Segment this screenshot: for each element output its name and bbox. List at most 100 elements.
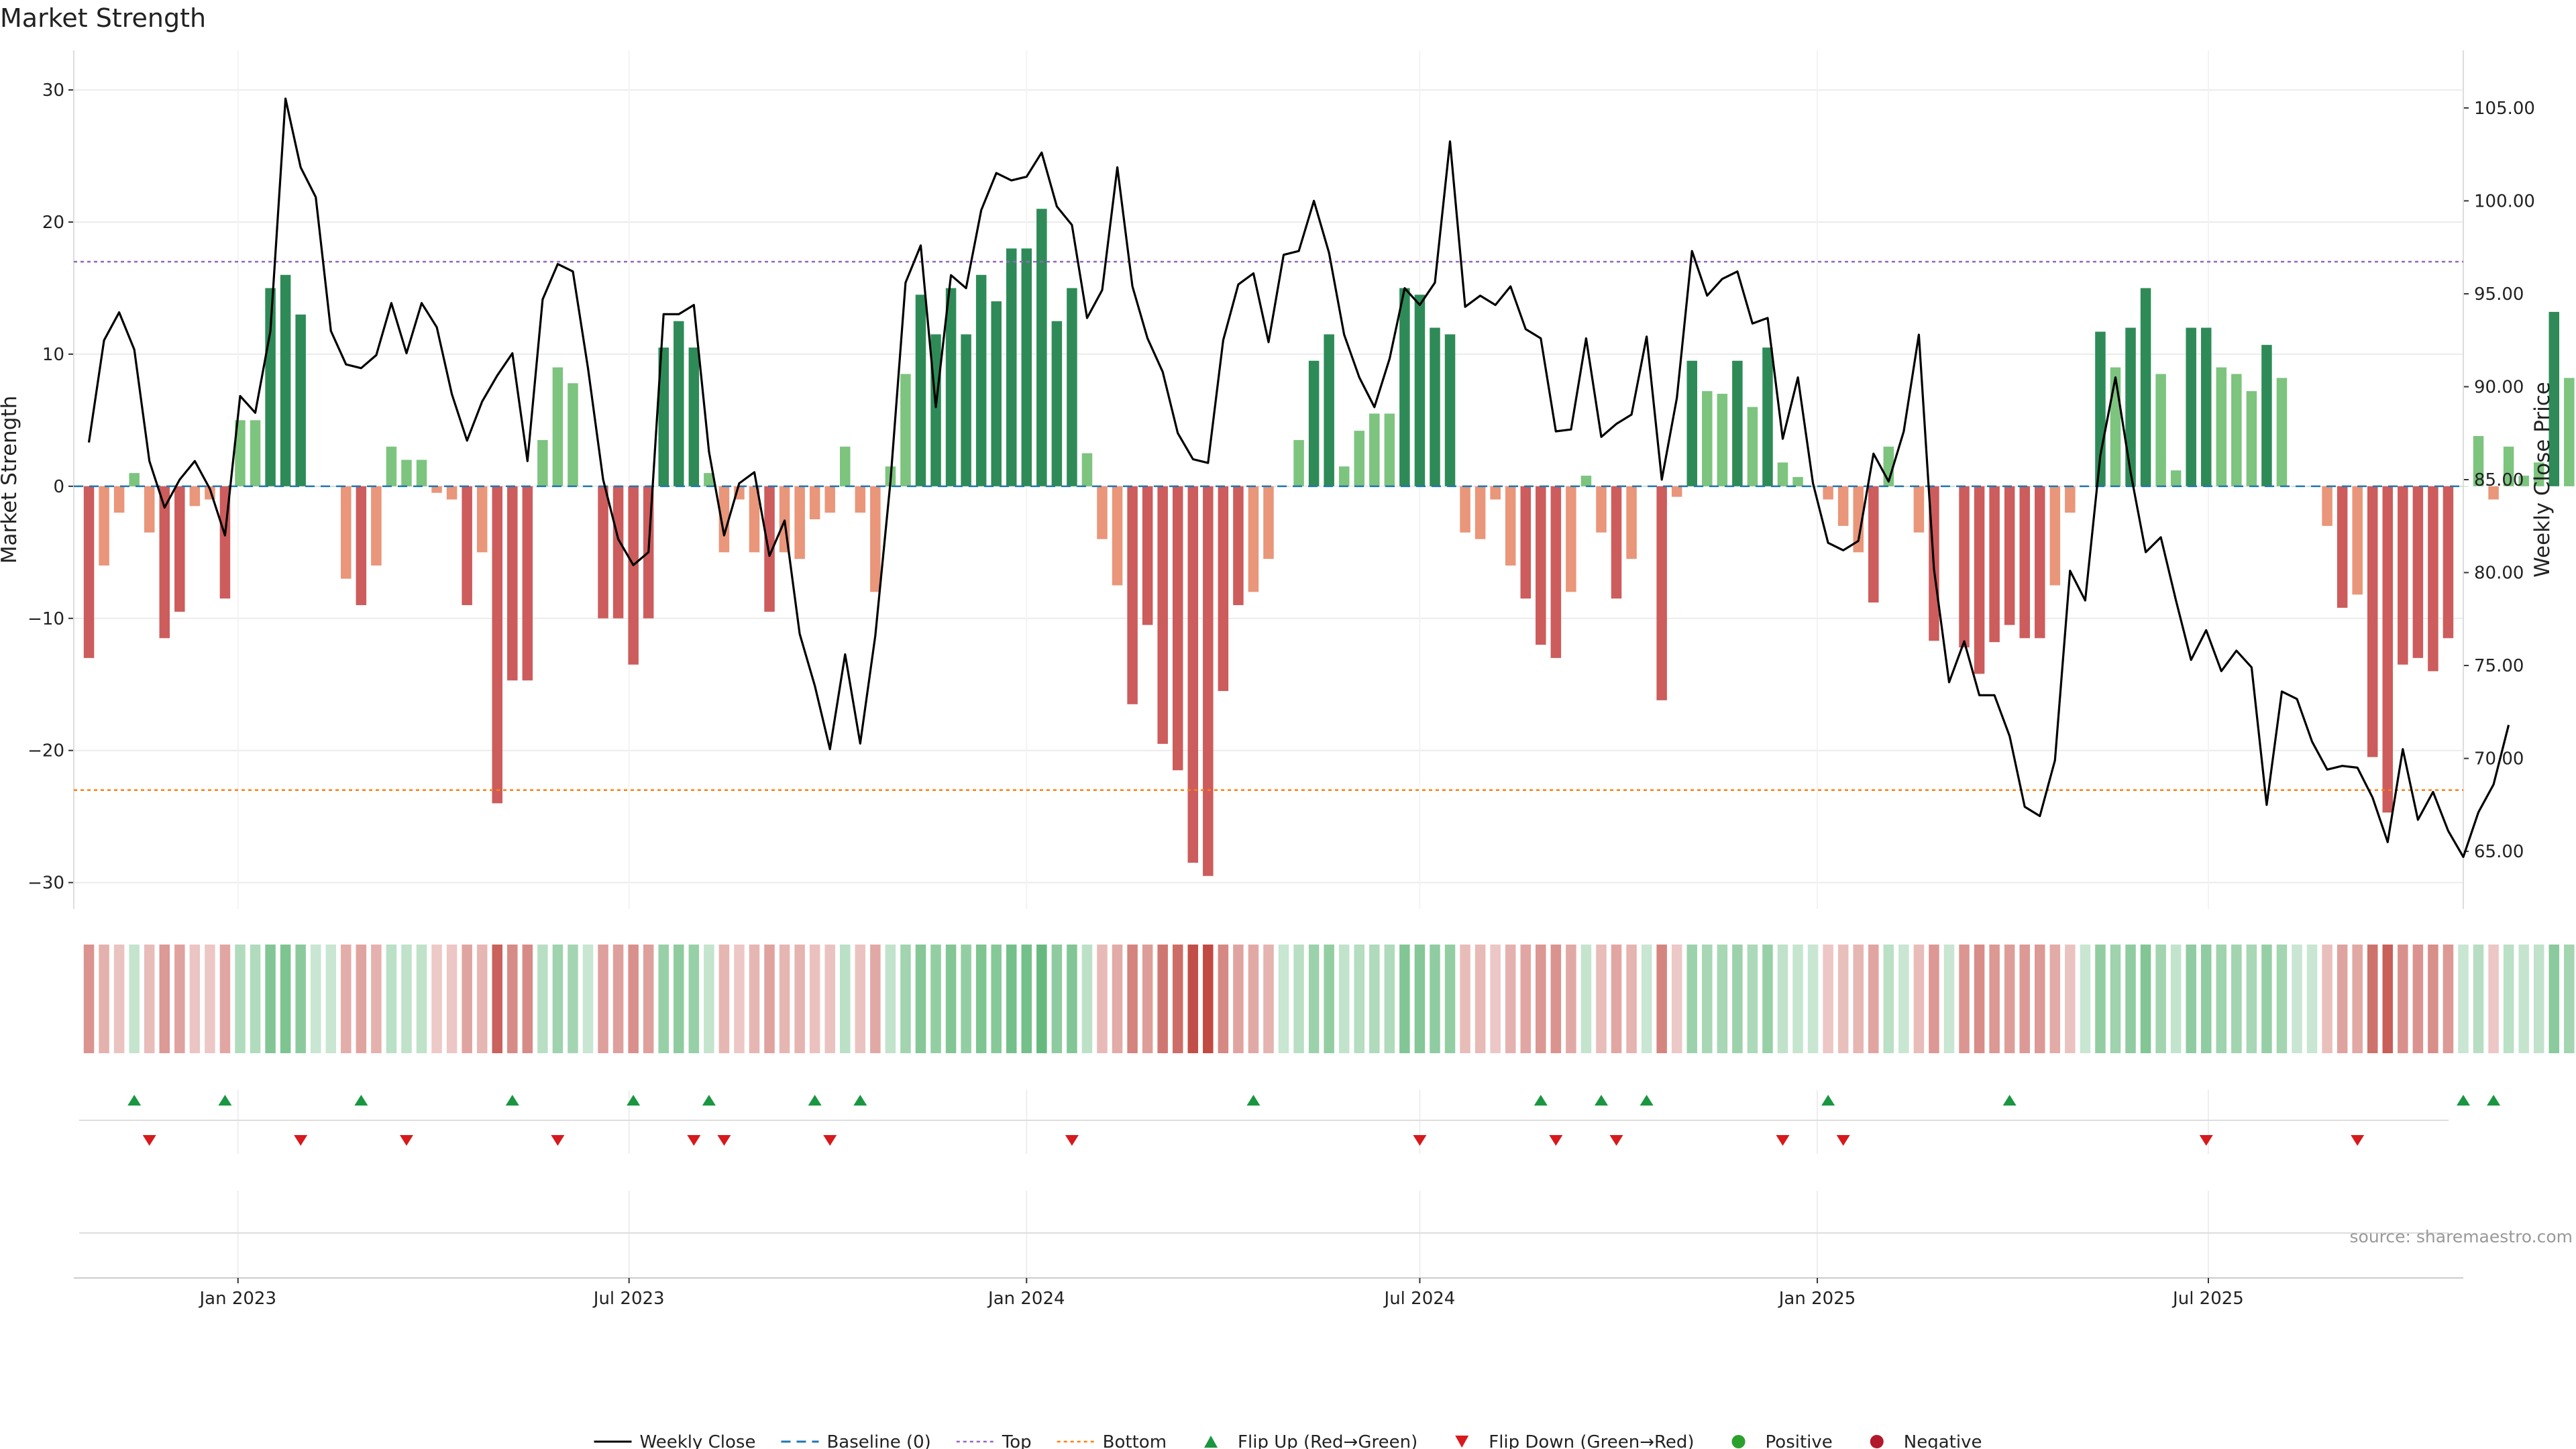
legend-flip-up-icon — [1204, 1436, 1218, 1448]
flip-markers-panel — [79, 1090, 2501, 1154]
legend: Weekly Close Baseline (0) Top Bottom Flip Up… — [594, 1432, 1982, 1449]
y-tick-label-right: 100.00 — [2474, 191, 2535, 211]
heat-cell — [2306, 945, 2318, 1053]
heat-cell — [1974, 945, 1985, 1053]
strength-bar — [1641, 486, 1652, 487]
y-tick-label-left: −20 — [28, 741, 64, 761]
heat-cell — [2004, 945, 2015, 1053]
strength-bar — [552, 367, 564, 486]
lower-panel — [79, 1191, 2449, 1278]
heat-cell — [1702, 945, 1713, 1053]
strength-bar — [824, 486, 835, 513]
close-price-line — [87, 97, 2510, 859]
heat-cell — [2216, 945, 2227, 1053]
strength-bar — [1248, 486, 1259, 592]
flip-down-marker — [294, 1135, 308, 1146]
strength-bar — [2548, 311, 2560, 486]
heat-cell — [1338, 945, 1350, 1053]
strength-bar — [1006, 248, 1017, 486]
heat-cell — [1248, 945, 1259, 1053]
strength-bar — [2533, 462, 2544, 486]
strength-bar — [2382, 486, 2394, 813]
strength-bar — [1444, 334, 1456, 486]
strength-bar — [1308, 360, 1320, 486]
strength-bar — [325, 486, 337, 487]
heat-cell — [1172, 945, 1183, 1053]
strength-bar — [2488, 486, 2499, 500]
heat-cell — [840, 945, 851, 1053]
legend-label: Flip Down (Green→Red) — [1489, 1432, 1694, 1449]
strength-bar — [1596, 486, 1607, 533]
strength-bar — [1747, 407, 1758, 486]
strength-bar — [1187, 486, 1199, 863]
x-tick-label: Jul 2023 — [592, 1289, 665, 1309]
heat-cell — [1671, 945, 1682, 1053]
legend-item: Bottom — [1057, 1432, 1167, 1449]
heat-cell — [1898, 945, 1909, 1053]
heat-cell — [1460, 945, 1470, 1053]
heat-cell — [1187, 945, 1199, 1053]
heat-cell — [2049, 945, 2061, 1053]
legend-item: Top — [956, 1432, 1032, 1449]
strength-bar — [446, 486, 458, 500]
strength-bar — [250, 420, 261, 486]
strength-bar — [2049, 486, 2061, 586]
strength-bar — [975, 274, 987, 486]
heat-cell — [235, 945, 246, 1053]
strength-bar — [492, 486, 502, 804]
heat-cell — [975, 945, 987, 1053]
heat-cell — [2261, 945, 2272, 1053]
strength-bar — [658, 347, 669, 486]
strength-bar — [1203, 486, 1214, 876]
y-tick-label-left: 10 — [42, 345, 64, 365]
strength-bar — [688, 347, 700, 486]
heat-cell — [401, 945, 412, 1053]
flip-up-marker — [1534, 1095, 1548, 1106]
flip-down-marker — [823, 1135, 837, 1146]
heat-cell — [2065, 945, 2076, 1053]
heat-cell — [2548, 945, 2560, 1053]
strength-bar — [1112, 486, 1123, 586]
heat-cell — [688, 945, 700, 1053]
heat-cell — [1414, 945, 1426, 1053]
heat-cell — [250, 945, 261, 1053]
heat-cell — [99, 945, 109, 1053]
strength-bar — [1536, 486, 1546, 645]
strength-bar — [2276, 378, 2288, 486]
strength-bar — [2231, 374, 2242, 486]
heat-cell — [371, 945, 382, 1053]
heat-cell — [1354, 945, 1365, 1053]
strength-bar — [1430, 327, 1440, 486]
strength-bar — [1051, 321, 1063, 486]
flip-up-marker — [1640, 1095, 1654, 1106]
heat-cell — [1293, 945, 1304, 1053]
strength-bar — [401, 460, 412, 486]
heat-cell — [568, 945, 578, 1053]
strength-bar — [1067, 288, 1077, 486]
flip-down-marker — [142, 1135, 156, 1146]
strength-bar — [2216, 367, 2227, 486]
heat-cell — [612, 945, 624, 1053]
heat-cell — [2458, 945, 2469, 1053]
strength-bar — [2110, 367, 2121, 486]
strength-bar — [1505, 486, 1516, 566]
heat-cell — [174, 945, 185, 1053]
reference-lines — [74, 260, 2463, 792]
flip-up-marker — [853, 1095, 867, 1106]
heat-cell — [2035, 945, 2045, 1053]
strength-bar — [1490, 486, 1501, 500]
heat-cell — [2367, 945, 2378, 1053]
strength-bar — [1566, 486, 1576, 592]
heat-cell — [341, 945, 352, 1053]
heat-cell — [855, 945, 866, 1053]
strength-bar — [1354, 431, 1365, 486]
heat-cell — [1989, 945, 2000, 1053]
flip-down-marker — [2351, 1135, 2365, 1146]
heat-cell — [1097, 945, 1108, 1053]
strength-bar — [1777, 462, 1788, 486]
heat-cell — [1051, 945, 1063, 1053]
heat-cell — [1732, 945, 1743, 1053]
strength-bar — [476, 486, 488, 553]
strength-bar — [1520, 486, 1532, 599]
heat-cell — [1550, 945, 1562, 1053]
